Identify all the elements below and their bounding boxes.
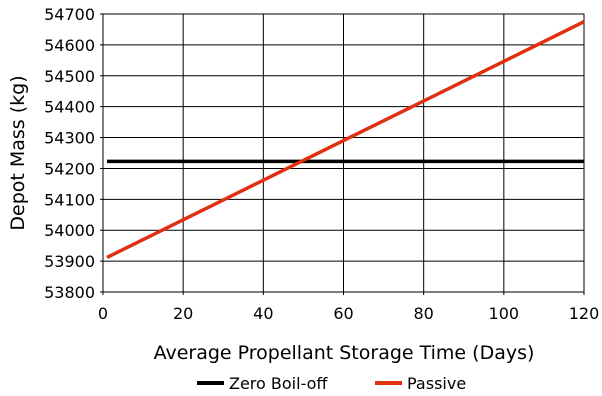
x-tick-label: 20 [173,304,193,323]
series-layer [106,20,585,259]
y-tick-label: 54100 [44,190,95,209]
x-tick-label: 80 [413,304,433,323]
y-tick-label: 54700 [44,5,95,24]
x-tick-label: 0 [98,304,108,323]
x-axis-title: Average Propellant Storage Time (Days) [154,342,535,364]
x-axis: 0 20 40 60 80 100 120 [98,292,599,323]
legend: Zero Boil-off Passive [197,374,466,393]
y-tick-label: 54500 [44,67,95,86]
legend-label-zero-boil-off: Zero Boil-off [229,374,328,393]
x-tick-label: 120 [569,304,600,323]
x-tick-label: 100 [489,304,520,323]
y-tick-label: 54200 [44,159,95,178]
y-tick-label: 54400 [44,98,95,117]
x-tick-label: 40 [253,304,273,323]
y-tick-label: 53900 [44,252,95,271]
legend-label-passive: Passive [407,374,466,393]
y-axis: 53800 53900 54000 54100 54200 54300 54400 54500… [44,5,103,302]
y-tick-label: 53800 [44,283,95,302]
grid-lines [103,14,584,292]
x-tick-label: 60 [333,304,353,323]
y-tick-label: 54300 [44,129,95,148]
series-line-passive [106,20,585,259]
y-tick-label: 54000 [44,221,95,240]
y-tick-label: 54600 [44,36,95,55]
y-axis-title: Depot Mass (kg) [7,75,29,230]
